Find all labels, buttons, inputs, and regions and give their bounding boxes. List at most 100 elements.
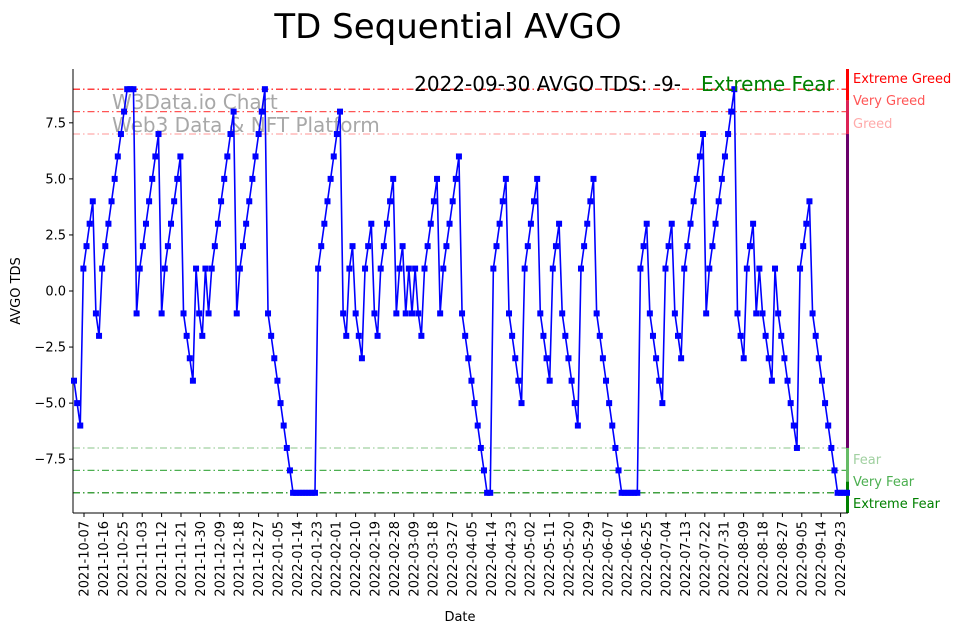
x-tick-label: 2022-02-19: [369, 521, 384, 597]
data-point: [224, 153, 231, 160]
data-point: [659, 400, 666, 407]
data-point: [102, 243, 109, 250]
data-point: [537, 310, 544, 317]
data-point: [590, 175, 597, 182]
data-point: [700, 131, 707, 138]
data-point: [362, 265, 369, 272]
y-tick-label: 2.5: [45, 228, 66, 243]
data-point: [261, 86, 268, 93]
x-tick-label: 2022-07-31: [718, 521, 733, 597]
data-point: [649, 332, 656, 339]
data-point: [603, 377, 610, 384]
x-tick-label: 2021-11-12: [155, 521, 170, 597]
data-point: [646, 310, 653, 317]
data-point: [377, 265, 384, 272]
x-axis-label: Date: [444, 610, 475, 625]
x-tick-label: 2022-06-25: [640, 521, 655, 597]
data-point: [402, 310, 409, 317]
data-point: [230, 108, 237, 115]
x-tick-label: 2022-06-16: [621, 521, 636, 597]
data-point: [606, 400, 613, 407]
data-point: [612, 444, 619, 451]
data-point: [286, 467, 293, 474]
data-point: [99, 265, 106, 272]
data-point: [634, 489, 641, 496]
data-point: [637, 265, 644, 272]
data-point: [152, 153, 159, 160]
x-tick-label: 2022-04-05: [466, 521, 481, 597]
data-point: [343, 332, 350, 339]
data-point: [812, 332, 819, 339]
data-point: [246, 198, 253, 205]
data-point: [315, 265, 322, 272]
x-tick-label: 2022-09-23: [834, 521, 849, 597]
x-tick-label: 2022-01-23: [310, 521, 325, 597]
data-point: [324, 198, 331, 205]
data-point: [574, 422, 581, 429]
date-annotation: 2022-09-30 AVGO TDS: -9- Extreme Fear: [414, 72, 835, 96]
data-point: [480, 467, 487, 474]
data-point: [396, 265, 403, 272]
data-point: [161, 265, 168, 272]
data-point: [214, 220, 221, 227]
data-point: [280, 422, 287, 429]
data-point: [183, 332, 190, 339]
data-point: [296, 489, 303, 496]
data-point: [327, 175, 334, 182]
data-point: [706, 265, 713, 272]
data-point: [678, 355, 685, 362]
data-point: [521, 265, 528, 272]
data-point: [330, 153, 337, 160]
data-point: [105, 220, 112, 227]
data-point: [493, 243, 500, 250]
data-point: [499, 198, 506, 205]
data-point: [240, 243, 246, 250]
x-tick-label: 2021-12-27: [252, 521, 267, 597]
x-tick-label: 2021-11-03: [136, 521, 151, 597]
data-point: [424, 243, 431, 250]
data-point: [834, 489, 841, 496]
watermark-line1: W3Data.io Chart: [112, 90, 278, 114]
data-point: [387, 198, 394, 205]
x-tick-label: 2022-03-27: [446, 521, 461, 597]
data-point: [696, 153, 703, 160]
data-point: [434, 175, 441, 182]
data-point: [743, 265, 750, 272]
data-point: [146, 198, 153, 205]
data-point: [621, 489, 628, 496]
data-point: [221, 175, 228, 182]
data-point: [111, 175, 118, 182]
data-point: [405, 265, 412, 272]
data-point: [427, 220, 434, 227]
y-axis-label: AVGO TDS: [9, 257, 24, 325]
data-point: [399, 243, 406, 250]
data-point: [236, 265, 243, 272]
data-point: [797, 265, 804, 272]
data-point: [293, 489, 300, 496]
data-point: [800, 243, 807, 250]
data-point: [762, 332, 769, 339]
data-point: [371, 310, 378, 317]
x-tick-label: 2022-05-20: [563, 521, 578, 597]
data-point: [430, 198, 437, 205]
series-line: [73, 88, 847, 494]
chart-title: TD Sequential AVGO: [273, 7, 621, 47]
data-point: [133, 310, 140, 317]
data-point: [352, 310, 359, 317]
data-point: [321, 220, 328, 227]
data-point: [728, 108, 735, 115]
data-point: [380, 243, 387, 250]
data-point: [299, 489, 306, 496]
data-point: [737, 332, 744, 339]
data-point: [693, 175, 700, 182]
data-point: [443, 243, 450, 250]
data-point: [524, 243, 531, 250]
data-point: [96, 332, 103, 339]
data-point: [559, 310, 566, 317]
data-point: [527, 220, 534, 227]
data-point: [114, 153, 121, 160]
x-tick-label: 2022-06-07: [601, 521, 616, 597]
data-point: [421, 265, 428, 272]
data-point: [596, 332, 603, 339]
